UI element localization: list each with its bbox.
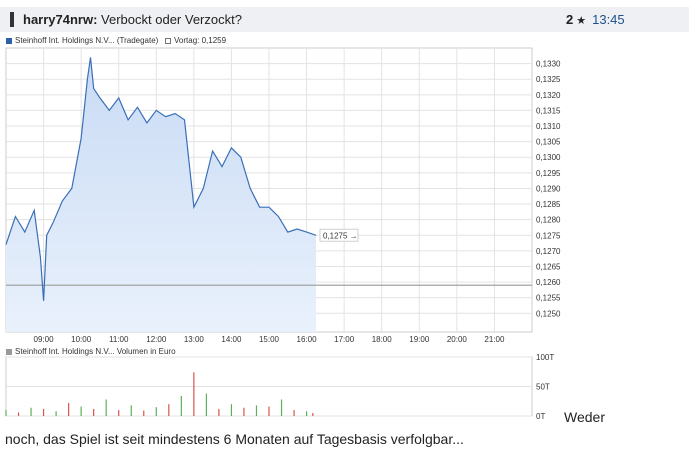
x-tick-label: 21:00 xyxy=(484,335,505,344)
x-tick-label: 09:00 xyxy=(34,335,55,344)
header-accent-bar xyxy=(10,12,14,27)
legend-series: Steinhoff Int. Holdings N.V... (Tradegat… xyxy=(15,36,159,45)
price-line xyxy=(5,57,317,301)
y-tick-label: 0,1255 xyxy=(536,294,561,303)
y-tick-label: 0,1290 xyxy=(536,184,561,193)
x-tick-label: 11:00 xyxy=(109,335,129,344)
post-body-line2: noch, das Spiel ist seit mindestens 6 Mo… xyxy=(5,431,464,447)
x-tick-label: 10:00 xyxy=(71,335,92,344)
x-tick-label: 12:00 xyxy=(146,335,167,344)
volume-chart-legend: Steinhoff Int. Holdings N.V... Volumen i… xyxy=(6,347,176,356)
y-tick-label: 0,1300 xyxy=(536,153,561,162)
x-tick-label: 15:00 xyxy=(259,335,280,344)
star-icon[interactable]: ★ xyxy=(576,15,587,27)
volume-tick-label: 100T xyxy=(536,354,554,362)
x-tick-label: 18:00 xyxy=(372,335,393,344)
y-tick-label: 0,1285 xyxy=(536,200,561,209)
volume-tick-label: 50T xyxy=(536,383,550,392)
y-tick-label: 0,1250 xyxy=(536,309,561,318)
y-tick-label: 0,1270 xyxy=(536,247,561,256)
post-body-line1: Weder xyxy=(564,409,605,425)
price-area xyxy=(6,57,316,333)
y-tick-label: 0,1295 xyxy=(536,169,561,178)
volume-chart: 100T 50T 0T xyxy=(5,354,554,421)
post-title-text[interactable]: Verbockt oder Verzockt? xyxy=(101,12,242,27)
y-tick-label: 0,1275 xyxy=(536,231,561,240)
volume-tick-label: 0T xyxy=(536,412,545,421)
x-tick-label: 19:00 xyxy=(409,335,430,344)
price-chart-legend: Steinhoff Int. Holdings N.V... (Tradegat… xyxy=(6,36,226,45)
series-color-swatch xyxy=(6,37,12,44)
volume-color-swatch xyxy=(6,348,12,355)
post-meta: 2 ★ 13:45 xyxy=(566,12,625,27)
post-title[interactable]: harry74nrw: Verbockt oder Verzockt? xyxy=(23,12,242,27)
y-tick-label: 0,1330 xyxy=(536,60,561,69)
post-header: harry74nrw: Verbockt oder Verzockt? 2 ★ 13… xyxy=(0,7,689,32)
x-tick-label: 16:00 xyxy=(297,335,318,344)
rating-count: 2 xyxy=(566,12,574,27)
post-time: 13:45 xyxy=(592,12,625,27)
y-tick-label: 0,1320 xyxy=(536,91,561,100)
last-value-box xyxy=(319,228,359,242)
last-value-label: 0,1275 → xyxy=(323,231,358,240)
y-tick-label: 0,1305 xyxy=(536,138,561,147)
y-tick-label: 0,1325 xyxy=(536,75,561,84)
x-tick-label: 17:00 xyxy=(334,335,355,344)
x-tick-label: 20:00 xyxy=(447,335,468,344)
prev-close-swatch xyxy=(165,37,172,44)
legend-prev-close: Vortag: 0,1259 xyxy=(174,36,227,45)
legend-volume: Steinhoff Int. Holdings N.V... Volumen i… xyxy=(15,347,176,356)
post-author[interactable]: harry74nrw: xyxy=(23,12,98,27)
x-tick-label: 13:00 xyxy=(184,335,205,344)
y-tick-label: 0,1265 xyxy=(536,262,561,271)
price-chart: 09:00 10:00 11:00 12:00 13:00 14:00 15:00 16:00… xyxy=(5,47,561,344)
y-tick-label: 0,1315 xyxy=(536,106,561,115)
x-tick-label: 14:00 xyxy=(221,335,242,344)
y-tick-label: 0,1280 xyxy=(536,216,561,225)
y-tick-label: 0,1310 xyxy=(536,122,561,131)
y-tick-label: 0,1260 xyxy=(536,278,561,287)
